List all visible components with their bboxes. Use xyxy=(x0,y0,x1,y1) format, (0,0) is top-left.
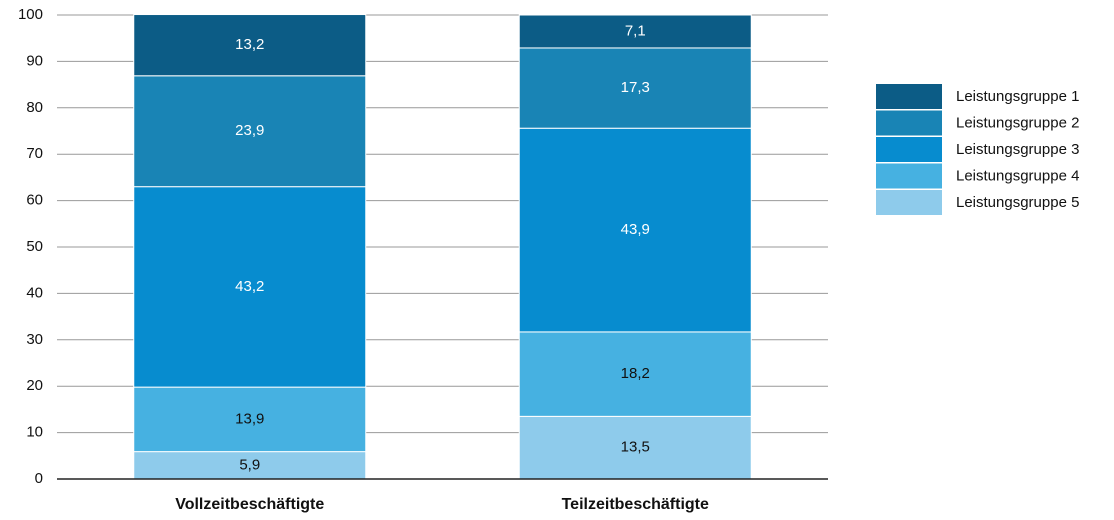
y-tick-label: 90 xyxy=(26,52,43,69)
data-label: 7,1 xyxy=(625,22,646,39)
bar-segment xyxy=(518,14,752,49)
data-label: 17,3 xyxy=(621,79,650,96)
y-tick-label: 70 xyxy=(26,145,43,162)
legend-label: Leistungsgruppe 4 xyxy=(956,167,1079,184)
y-tick-label: 0 xyxy=(35,470,43,487)
y-tick-label: 50 xyxy=(26,238,43,255)
y-tick-label: 30 xyxy=(26,331,43,348)
y-tick-label: 80 xyxy=(26,99,43,116)
bar-segment xyxy=(518,47,752,129)
legend-label: Leistungsgruppe 5 xyxy=(956,194,1079,211)
legend-swatch xyxy=(876,110,942,136)
legend-label: Leistungsgruppe 2 xyxy=(956,114,1079,131)
bar-segment xyxy=(518,331,752,417)
y-tick-label: 40 xyxy=(26,284,43,301)
legend-swatch xyxy=(876,163,942,189)
bar-segment xyxy=(133,451,367,480)
legend-swatch xyxy=(876,84,942,109)
bar-segment xyxy=(133,14,367,77)
data-label: 5,9 xyxy=(239,456,260,473)
y-tick-label: 60 xyxy=(26,192,43,209)
legend-label: Leistungsgruppe 3 xyxy=(956,141,1079,158)
data-label: 13,5 xyxy=(621,439,650,456)
data-label: 43,9 xyxy=(621,221,650,238)
data-label: 13,2 xyxy=(235,36,264,53)
data-label: 18,2 xyxy=(621,365,650,382)
bar-segment xyxy=(133,75,367,188)
bar-segment xyxy=(133,386,367,453)
bar-segment xyxy=(133,186,367,388)
y-tick-label: 10 xyxy=(26,424,43,441)
bar-segment xyxy=(518,127,752,333)
data-label: 43,2 xyxy=(235,278,264,295)
y-tick-label: 100 xyxy=(18,6,43,23)
legend-label: Leistungsgruppe 1 xyxy=(956,88,1079,105)
x-tick-label: Teilzeitbeschäftigte xyxy=(562,496,709,513)
data-label: 13,9 xyxy=(235,410,264,427)
data-label: 23,9 xyxy=(235,122,264,139)
x-tick-label: Vollzeitbeschäftigte xyxy=(175,496,324,513)
legend-swatch xyxy=(876,137,942,162)
y-tick-label: 20 xyxy=(26,377,43,394)
legend-swatch xyxy=(876,190,942,215)
